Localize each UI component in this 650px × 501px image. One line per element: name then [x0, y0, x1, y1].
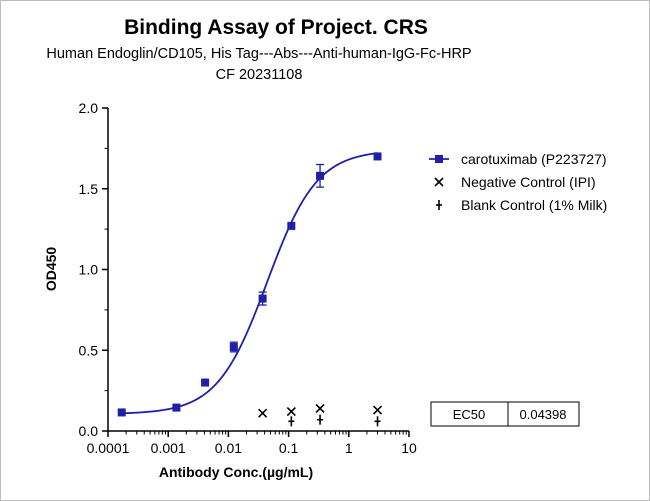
- y-axis-title: OD450: [43, 247, 59, 292]
- chart-title: Binding Assay of Project. CRS: [124, 16, 428, 39]
- ec50-label: EC50: [453, 407, 486, 422]
- data-point-series-1: [172, 403, 181, 412]
- data-point-series-3: [374, 416, 381, 427]
- x-tick-label: 1: [345, 440, 353, 456]
- data-point-series-2: [372, 405, 383, 415]
- plot-area: 0.0001 0.001 0.01 0.1 1 10 0.0 0.5 1.0 1.5 2.0: [79, 100, 417, 456]
- data-point-series-2-stroke: [258, 408, 268, 418]
- y-tick-label: 1.5: [79, 181, 99, 197]
- x-tick-label: 0.001: [151, 440, 186, 456]
- data-point-series-1: [258, 294, 267, 303]
- chart-subtitle-2: CF 20231108: [216, 67, 303, 83]
- ec50-table-box: [430, 401, 580, 427]
- legend-label-1: carotuximab (P223727): [461, 151, 607, 167]
- data-point-series-1: [201, 378, 210, 387]
- x-tick-label: 10: [401, 440, 417, 456]
- x-axis-title: Antibody Conc.(µg/mL): [159, 464, 313, 480]
- legend-marker-2-stroke: [434, 177, 444, 187]
- data-point-series-2-stroke: [315, 403, 325, 413]
- data-point-series-2-stroke: [286, 407, 296, 417]
- data-point-series-2-stroke: [372, 405, 383, 415]
- y-tick-label: 1.0: [79, 262, 99, 278]
- data-point-series-3: [288, 416, 295, 427]
- data-point-series-1: [117, 408, 126, 417]
- x-tick-label: 0.01: [215, 440, 242, 456]
- y-tick-label: 0.5: [79, 342, 99, 358]
- data-point-series-1: [316, 171, 325, 180]
- chart-subtitle-1: Human Endoglin/CD105, His Tag---Abs---An…: [46, 46, 471, 62]
- data-point-series-1: [229, 343, 238, 352]
- legend-label-3: Blank Control (1% Milk): [461, 197, 607, 213]
- data-point-series-2: [286, 407, 296, 417]
- data-point-series-2: [258, 408, 268, 418]
- legend-marker-2: [434, 177, 444, 187]
- fit-curve-carotuximab: [121, 152, 378, 415]
- legend-marker-1: [435, 155, 443, 163]
- legend-label-2: Negative Control (IPI): [461, 174, 596, 190]
- ec50-table: EC50 0.04398: [430, 401, 580, 427]
- y-tick-label: 0.0: [79, 423, 99, 439]
- data-point-series-3: [317, 414, 324, 425]
- x-tick-label: 0.1: [279, 440, 299, 456]
- legend-marker-3: [436, 200, 442, 210]
- legend: carotuximab (P223727) Negative Control (I…: [429, 151, 607, 213]
- x-tick-label: 0.0001: [87, 440, 130, 456]
- ec50-value: 0.04398: [520, 407, 567, 422]
- data-point-series-1: [287, 221, 296, 230]
- data-point-series-1: [373, 152, 382, 161]
- data-point-series-2: [315, 403, 325, 413]
- y-tick-label: 2.0: [79, 100, 99, 116]
